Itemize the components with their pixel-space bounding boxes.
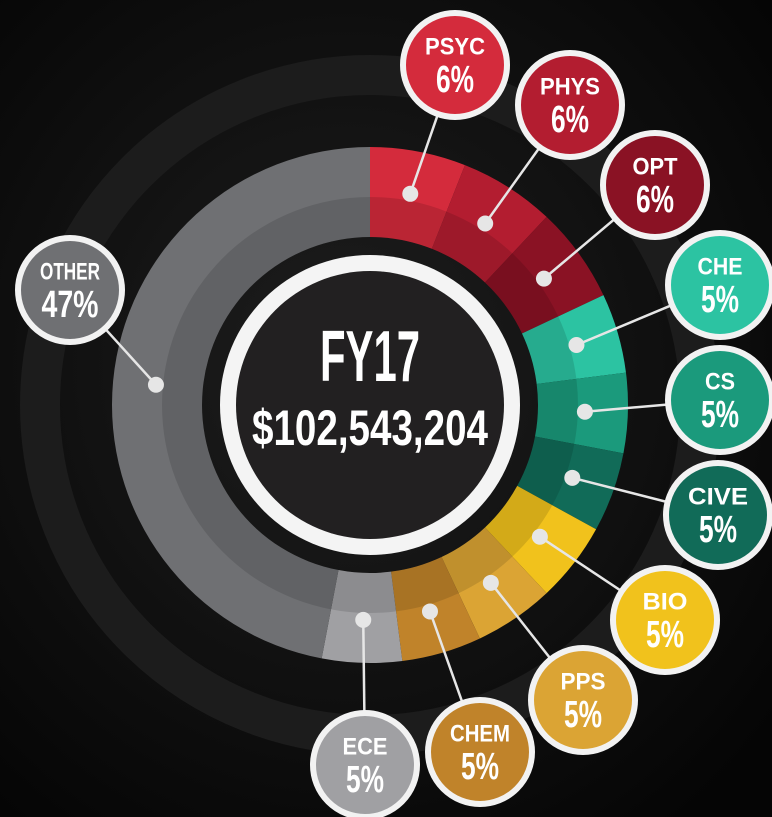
center-subtitle: $102,543,204 [252, 400, 488, 456]
callout-name: PPS [561, 668, 606, 695]
donut-segment [112, 147, 370, 659]
callout-value: 5% [699, 509, 737, 551]
callout-name: OPT [633, 153, 678, 180]
callout-dot [531, 528, 548, 545]
segment-shade [431, 211, 513, 283]
callout-value: 5% [564, 694, 602, 736]
callout-dot [402, 185, 419, 202]
donut-segment [370, 147, 465, 249]
callout-bubble [310, 710, 420, 817]
callout-dot [147, 376, 164, 393]
callout-dot [535, 270, 552, 287]
callout-value: 5% [646, 614, 684, 656]
callout-bubble [665, 230, 772, 340]
segment-shade [370, 197, 447, 249]
callout-bubble [610, 565, 720, 675]
callout-value: 5% [346, 759, 384, 801]
callout-name: PSYC [425, 33, 485, 60]
callout-bubble [15, 235, 125, 345]
segment-shade [391, 557, 459, 612]
segment-shade [485, 253, 559, 334]
callout-bubble [515, 50, 625, 160]
segment-shade [162, 197, 370, 610]
callout-bubble [528, 645, 638, 755]
callout-dot [355, 611, 372, 628]
callout-dot [564, 469, 581, 486]
callout-dot [482, 574, 499, 591]
segment-shade [517, 436, 575, 506]
segment-shade [485, 485, 553, 557]
callout-value: 5% [461, 746, 499, 788]
callout-dot [477, 215, 494, 232]
callout-value: 5% [701, 394, 739, 436]
callout-name: CS [705, 368, 735, 395]
callout-dot [576, 403, 593, 420]
callout-name: BIO [643, 588, 688, 615]
callout-name: CHE [698, 253, 743, 280]
callout-dot [568, 337, 585, 354]
callout-value: 6% [636, 179, 674, 221]
callout-value: 6% [551, 99, 589, 141]
callout-name: CIVE [688, 483, 748, 510]
callout-bubble [425, 697, 535, 807]
callout-name: ECE [343, 733, 388, 760]
callout-bubble [663, 460, 772, 570]
callout-name: CHEM [450, 720, 510, 747]
callout-name: PHYS [540, 73, 600, 100]
segment-shade [522, 316, 577, 384]
callout-name: OTHER [40, 258, 100, 285]
callout-bubble [600, 130, 710, 240]
callout-dot [421, 603, 438, 620]
center-disc [236, 271, 504, 539]
segment-shade [535, 378, 578, 444]
callout-value: 6% [436, 59, 474, 101]
callout-bubble [400, 10, 510, 120]
center-title: FY17 [320, 317, 420, 397]
callout-bubble [665, 345, 772, 455]
segment-shade [331, 570, 397, 613]
callout-value: 47% [42, 284, 99, 326]
callout-value: 5% [701, 279, 739, 321]
segment-shade [441, 527, 513, 594]
